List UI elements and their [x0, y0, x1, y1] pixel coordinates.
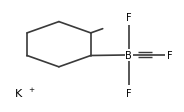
Text: +: + — [29, 86, 35, 92]
Text: K: K — [15, 88, 22, 98]
Text: B: B — [125, 51, 132, 60]
Text: F: F — [126, 13, 132, 23]
Text: F: F — [167, 51, 173, 60]
Text: F: F — [126, 88, 132, 98]
